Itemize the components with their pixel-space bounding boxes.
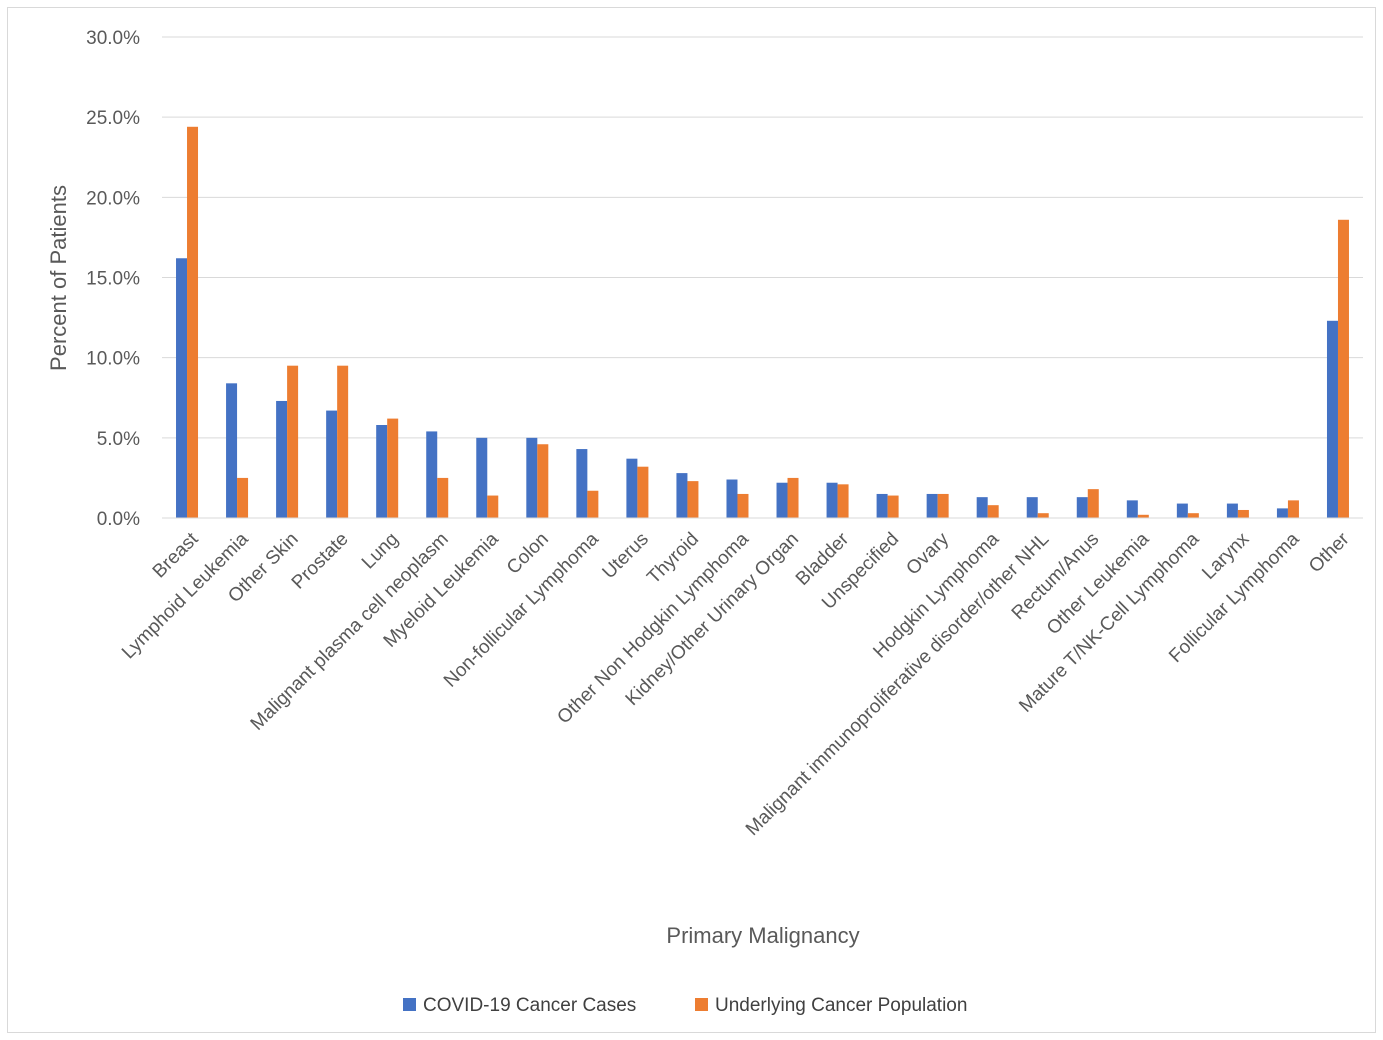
bar-underlying (187, 126, 199, 518)
bar-covid (476, 437, 488, 518)
bar-underlying (1337, 219, 1349, 518)
bar-covid (426, 431, 438, 518)
bar-underlying (687, 481, 699, 518)
bar-underlying (637, 466, 649, 518)
legend-swatch-covid (403, 998, 416, 1011)
bar-covid (326, 410, 338, 518)
bar-covid (626, 458, 638, 518)
y-tick-label: 30.0% (86, 28, 140, 49)
y-tick-label: 5.0% (97, 429, 140, 450)
bar-covid (976, 497, 988, 518)
bar-covid (526, 437, 538, 518)
bar-underlying (287, 365, 299, 518)
bar-covid (676, 473, 688, 518)
bar-underlying (1187, 513, 1199, 518)
y-axis-ticks: 0.0% 5.0% 10.0% 15.0% 20.0% 25.0% 30.0% (86, 28, 140, 530)
bar-covid (1176, 503, 1188, 518)
bar-covid (576, 449, 588, 518)
bar-covid (226, 383, 238, 518)
bar-covid (1276, 508, 1288, 518)
bar-covid (1226, 503, 1238, 518)
bar-underlying (837, 484, 849, 518)
chart-border (7, 7, 1376, 1033)
y-tick-label: 0.0% (97, 509, 140, 530)
gridlines (162, 36, 1363, 439)
x-axis-title: Primary Malignancy (666, 923, 859, 948)
legend: COVID-19 Cancer Cases Underlying Cancer … (403, 995, 967, 1016)
bar-underlying (1287, 500, 1299, 518)
bar-underlying (437, 477, 449, 518)
bar-underlying (787, 477, 799, 518)
bar-underlying (1037, 513, 1049, 518)
bar-covid (1076, 497, 1088, 518)
bar-underlying (237, 477, 249, 518)
bar-covid (1026, 497, 1038, 518)
bar-covid (1126, 500, 1138, 518)
y-tick-label: 15.0% (86, 269, 140, 290)
legend-swatch-underlying (695, 998, 708, 1011)
y-tick-label: 20.0% (86, 188, 140, 209)
bar-covid (726, 479, 738, 518)
bar-underlying (1237, 509, 1249, 518)
bar-covid (176, 258, 188, 518)
bar-underlying (537, 444, 549, 518)
legend-label-covid: COVID-19 Cancer Cases (423, 995, 636, 1016)
bar-covid (926, 493, 938, 518)
bar-covid (826, 482, 838, 518)
bar-covid (876, 493, 888, 518)
bar-underlying (887, 495, 899, 518)
y-tick-label: 10.0% (86, 349, 140, 370)
bar-covid (276, 400, 288, 518)
bars (176, 126, 1349, 518)
bar-underlying (587, 490, 599, 518)
bar-underlying (1137, 514, 1149, 518)
bar-underlying (487, 495, 499, 518)
y-tick-label: 25.0% (86, 108, 140, 129)
bar-underlying (937, 493, 949, 518)
bar-underlying (337, 365, 349, 518)
bar-underlying (1087, 489, 1099, 518)
bar-underlying (987, 505, 999, 518)
bar-covid (1326, 320, 1338, 518)
legend-label-underlying: Underlying Cancer Population (715, 995, 967, 1016)
bar-covid (776, 482, 788, 518)
bar-underlying (737, 493, 749, 518)
bar-underlying (387, 418, 399, 518)
y-axis-title: Percent of Patients (46, 185, 71, 371)
bar-covid (376, 425, 388, 518)
